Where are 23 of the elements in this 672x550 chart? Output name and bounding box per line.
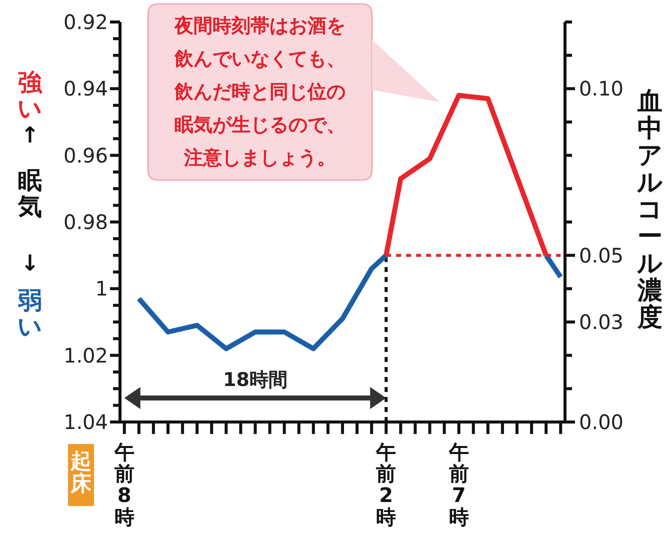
y2-tick-label: 0.00 [579, 410, 624, 434]
annotation: 18時間 [223, 369, 288, 391]
y-tick-label: 0.98 [63, 210, 108, 234]
text: ↑ [20, 124, 40, 149]
y-tick-label: 0.94 [63, 76, 108, 101]
text: 弱い [17, 286, 42, 340]
y2-tick-label: 0.05 [579, 243, 624, 268]
x-tick-label: 午前8時 [113, 440, 134, 529]
y-tick-label: 1.02 [63, 343, 108, 368]
text: ↓ [20, 252, 40, 277]
y-tick-label: 0.96 [63, 143, 108, 168]
x-tick-label: 午前2時 [375, 440, 396, 529]
y-tick-label: 0.92 [63, 10, 108, 34]
x-tick-label: 午前7時 [448, 440, 469, 529]
text: 強い [18, 68, 43, 122]
y-tick-label: 1.04 [63, 410, 108, 434]
text: 血中アルコール濃度 [637, 86, 663, 332]
y-tick-label: 1 [95, 276, 108, 301]
y2-tick-label: 0.10 [579, 76, 624, 101]
text: 起床 [70, 448, 92, 496]
y2-tick-label: 0.03 [579, 310, 624, 334]
annotation: 夜間時刻帯はお酒を飲んでいなくても、飲んだ時と同じ位の眠気が生じるので、注意しましょう。 [174, 15, 346, 169]
y-axis-title: 眠気 [17, 166, 42, 220]
